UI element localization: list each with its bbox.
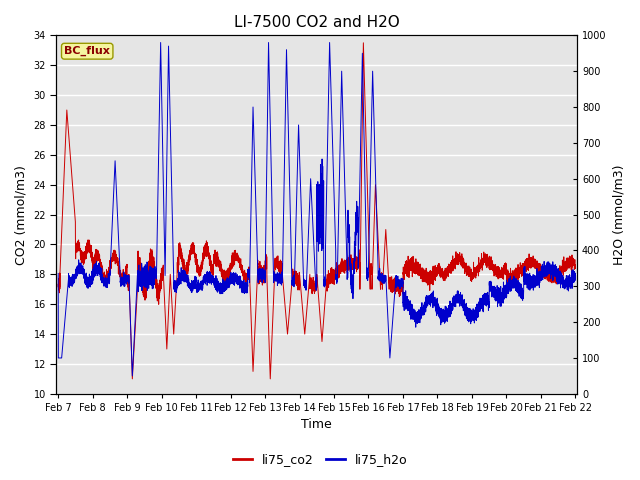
- Text: BC_flux: BC_flux: [64, 46, 110, 56]
- li75_co2: [54, 284, 62, 289]
- Line: li75_co2: li75_co2: [58, 43, 575, 379]
- li75_h2o: [550, 269, 557, 275]
- Legend: li75_co2, li75_h2o: li75_co2, li75_h2o: [228, 448, 412, 471]
- li75_h2o: [129, 373, 136, 379]
- Line: li75_h2o: li75_h2o: [58, 43, 575, 376]
- li75_h2o: [157, 40, 164, 46]
- li75_co2: [433, 265, 440, 271]
- Y-axis label: CO2 (mmol/m3): CO2 (mmol/m3): [15, 165, 28, 264]
- li75_h2o: [543, 264, 551, 270]
- li75_h2o: [54, 271, 62, 276]
- li75_co2: [299, 312, 307, 318]
- li75_co2: [360, 40, 367, 46]
- li75_co2: [129, 376, 136, 382]
- Y-axis label: H2O (mmol/m3): H2O (mmol/m3): [612, 164, 625, 265]
- li75_h2o: [433, 303, 440, 309]
- li75_h2o: [300, 262, 307, 268]
- li75_h2o: [230, 272, 238, 277]
- li75_h2o: [572, 275, 579, 281]
- li75_co2: [572, 264, 579, 270]
- X-axis label: Time: Time: [301, 419, 332, 432]
- li75_co2: [550, 269, 557, 275]
- li75_co2: [543, 273, 551, 278]
- li75_co2: [230, 256, 238, 262]
- Title: LI-7500 CO2 and H2O: LI-7500 CO2 and H2O: [234, 15, 399, 30]
- li75_h2o: [447, 308, 455, 313]
- li75_co2: [447, 259, 455, 265]
